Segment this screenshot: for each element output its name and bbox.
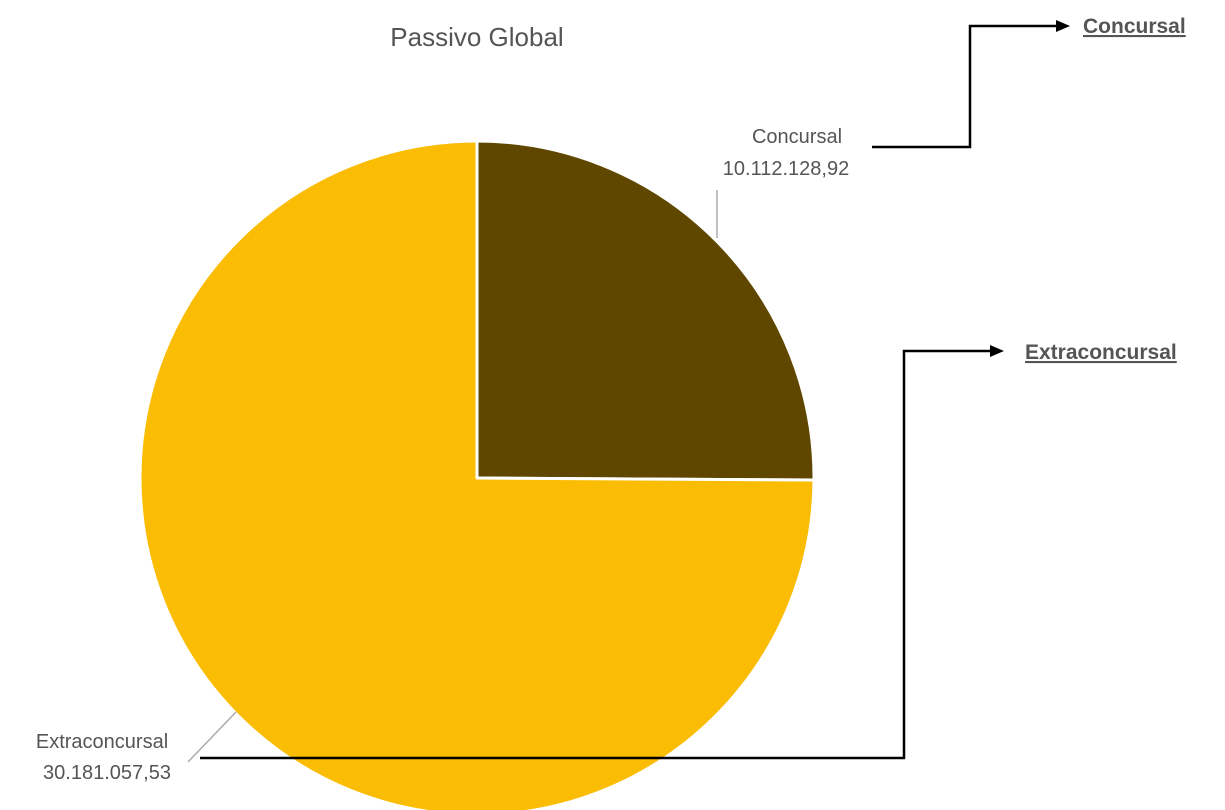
slice-value-concursal: 10.112.128,92 bbox=[723, 158, 849, 180]
pie-slice-concursal bbox=[475, 139, 816, 482]
slice-label-concursal: Concursal bbox=[752, 126, 842, 148]
extraconcursal-arrow-line bbox=[200, 349, 990, 760]
slice-label-extraconcursal: Extraconcursal bbox=[36, 731, 168, 753]
chart-title: Passivo Global bbox=[390, 22, 563, 52]
pie-slices bbox=[138, 139, 816, 810]
concursal-arrow-line bbox=[872, 24, 1056, 149]
pie-slice-extraconcursal bbox=[138, 139, 816, 810]
concursal-link[interactable]: Concursal bbox=[1083, 15, 1186, 38]
concursal-arrowhead-icon bbox=[1056, 20, 1070, 32]
extraconcursal-link[interactable]: Extraconcursal bbox=[1025, 341, 1177, 364]
extraconcursal-arrowhead-icon bbox=[990, 345, 1004, 357]
slice-value-extraconcursal: 30.181.057,53 bbox=[43, 762, 171, 784]
extraconcursal-leader-line bbox=[187, 711, 237, 763]
